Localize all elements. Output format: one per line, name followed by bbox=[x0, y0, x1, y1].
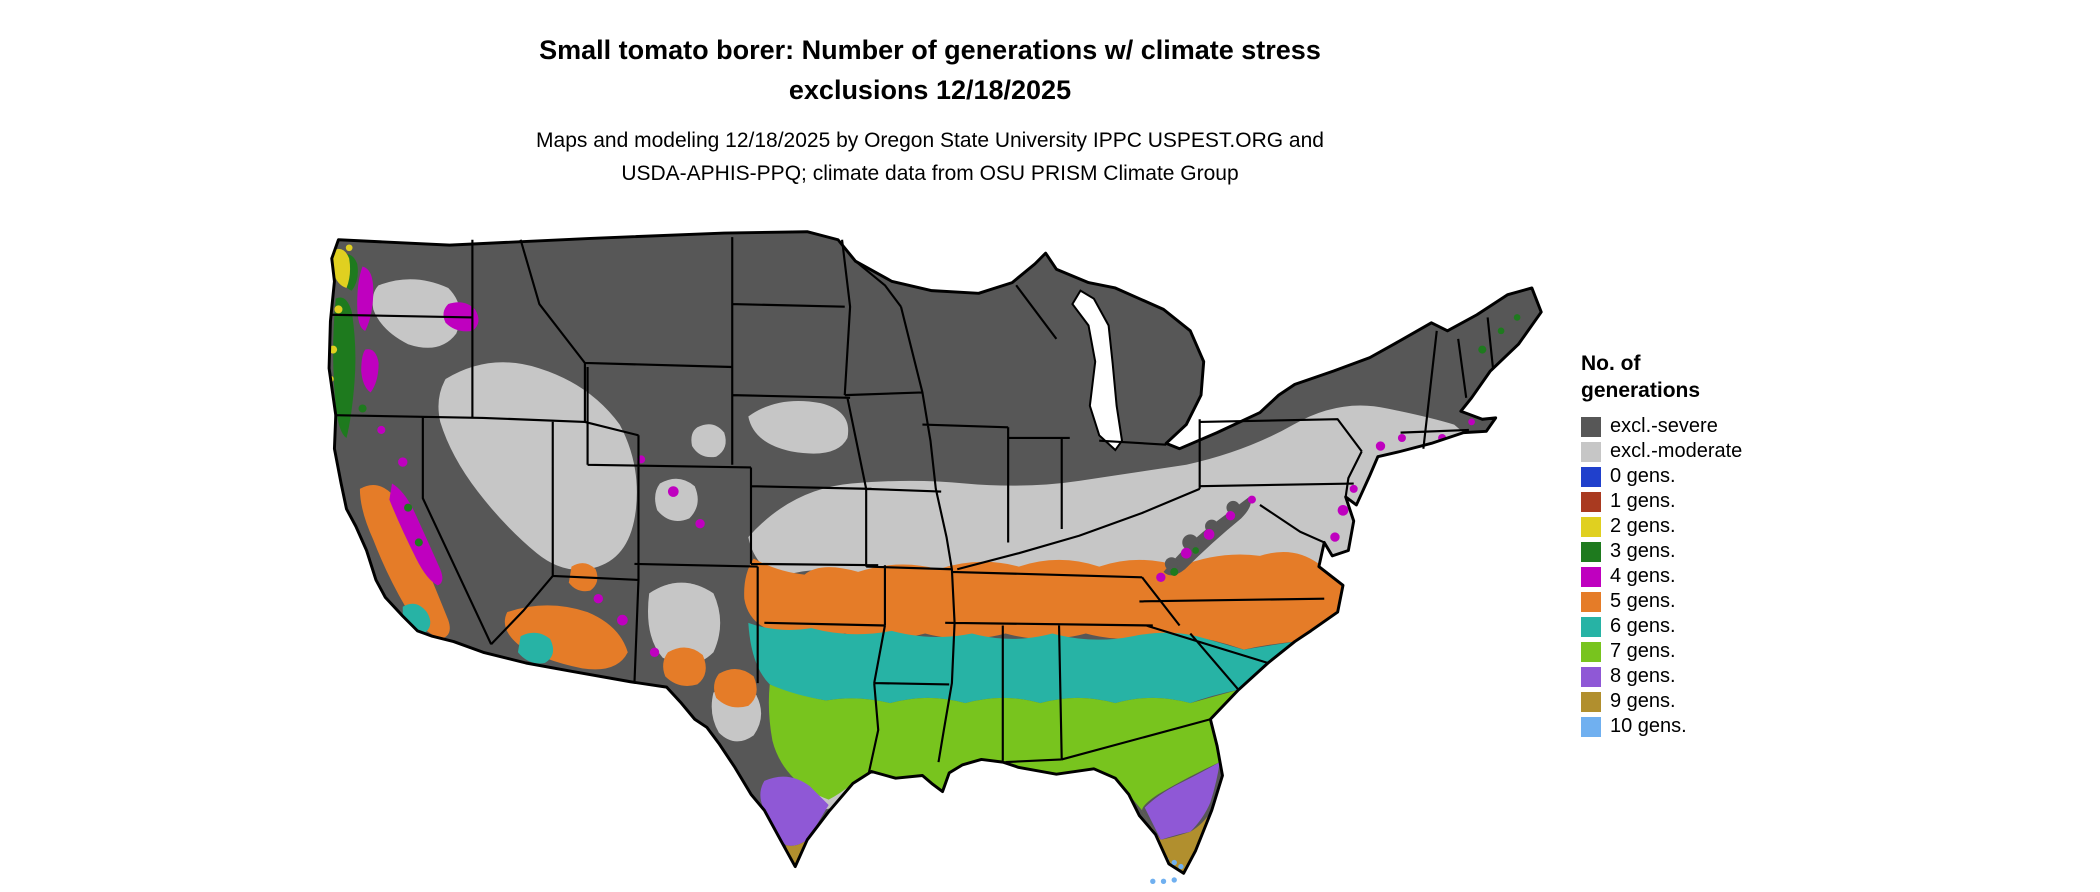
legend-title-line1: No. of bbox=[1581, 352, 1641, 375]
legend-label: 6 gens. bbox=[1610, 615, 1676, 637]
legend-label: 5 gens. bbox=[1610, 590, 1676, 612]
state-borders bbox=[330, 237, 1495, 774]
legend-item-10-gens: 10 gens. bbox=[1581, 714, 1861, 739]
map-container bbox=[322, 221, 1555, 884]
legend-label: 7 gens. bbox=[1610, 640, 1676, 662]
legend-label: excl.-moderate bbox=[1610, 440, 1743, 462]
us-outline bbox=[327, 230, 1543, 875]
region-8-gens bbox=[760, 762, 1220, 846]
legend-label: 9 gens. bbox=[1610, 690, 1676, 712]
legend-label: 2 gens. bbox=[1610, 515, 1676, 537]
legend-swatch-excl-severe bbox=[1581, 416, 1601, 437]
legend-item-excl-severe: excl.-severe bbox=[1581, 414, 1861, 439]
map-subtitle: Maps and modeling 12/18/2025 by Oregon S… bbox=[0, 124, 1860, 190]
legend-title: No. of generations bbox=[1581, 350, 1861, 404]
legend-swatch-2-gens bbox=[1581, 516, 1601, 537]
legend-item-2-gens: 2 gens. bbox=[1581, 514, 1861, 539]
legend-item-8-gens: 8 gens. bbox=[1581, 664, 1861, 689]
region-9-gens bbox=[785, 810, 1212, 874]
legend-label: 4 gens. bbox=[1610, 565, 1676, 587]
legend-item-4-gens: 4 gens. bbox=[1581, 564, 1861, 589]
legend-swatch-4-gens bbox=[1581, 566, 1601, 587]
legend-item-7-gens: 7 gens. bbox=[1581, 639, 1861, 664]
legend-item-1-gens: 1 gens. bbox=[1581, 489, 1861, 514]
us-generation-map bbox=[327, 230, 1543, 884]
legend-swatch-0-gens bbox=[1581, 466, 1601, 487]
legend-item-5-gens: 5 gens. bbox=[1581, 589, 1861, 614]
legend-label: 10 gens. bbox=[1610, 715, 1687, 737]
legend-label: excl.-severe bbox=[1610, 415, 1718, 437]
legend-item-3-gens: 3 gens. bbox=[1581, 539, 1861, 564]
legend-items: excl.-severe excl.-moderate 0 gens. 1 ge… bbox=[1581, 414, 1861, 739]
legend-label: 3 gens. bbox=[1610, 540, 1676, 562]
legend-item-0-gens: 0 gens. bbox=[1581, 464, 1861, 489]
legend-swatch-3-gens bbox=[1581, 541, 1601, 562]
legend-swatch-7-gens bbox=[1581, 641, 1601, 662]
legend-swatch-8-gens bbox=[1581, 666, 1601, 687]
legend-swatch-1-gens bbox=[1581, 491, 1601, 512]
map-subtitle-line2: USDA-APHIS-PPQ; climate data from OSU PR… bbox=[621, 162, 1239, 185]
map-title: Small tomato borer: Number of generation… bbox=[0, 30, 1860, 110]
lake-michigan bbox=[1071, 289, 1124, 452]
legend-swatch-10-gens bbox=[1581, 716, 1601, 737]
legend-swatch-9-gens bbox=[1581, 691, 1601, 712]
map-title-line1: Small tomato borer: Number of generation… bbox=[539, 35, 1321, 65]
map-title-line2: exclusions 12/18/2025 bbox=[788, 75, 1072, 105]
legend-label: 8 gens. bbox=[1610, 665, 1676, 687]
legend-item-9-gens: 9 gens. bbox=[1581, 689, 1861, 714]
legend-label: 0 gens. bbox=[1610, 465, 1676, 487]
florida-keys-specks bbox=[1150, 877, 1177, 884]
legend-title-line2: generations bbox=[1581, 379, 1701, 402]
legend-label: 1 gens. bbox=[1610, 490, 1676, 512]
legend-item-excl-moderate: excl.-moderate bbox=[1581, 439, 1861, 464]
map-legend: No. of generations excl.-severe excl.-mo… bbox=[1581, 350, 1861, 739]
map-subtitle-line1: Maps and modeling 12/18/2025 by Oregon S… bbox=[536, 129, 1324, 152]
legend-swatch-5-gens bbox=[1581, 591, 1601, 612]
legend-item-6-gens: 6 gens. bbox=[1581, 614, 1861, 639]
legend-swatch-excl-moderate bbox=[1581, 441, 1601, 462]
legend-swatch-6-gens bbox=[1581, 616, 1601, 637]
